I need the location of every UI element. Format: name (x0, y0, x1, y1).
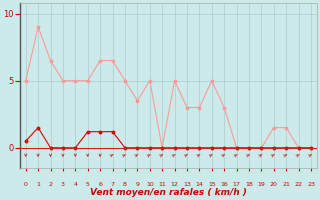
X-axis label: Vent moyen/en rafales ( km/h ): Vent moyen/en rafales ( km/h ) (90, 188, 247, 197)
